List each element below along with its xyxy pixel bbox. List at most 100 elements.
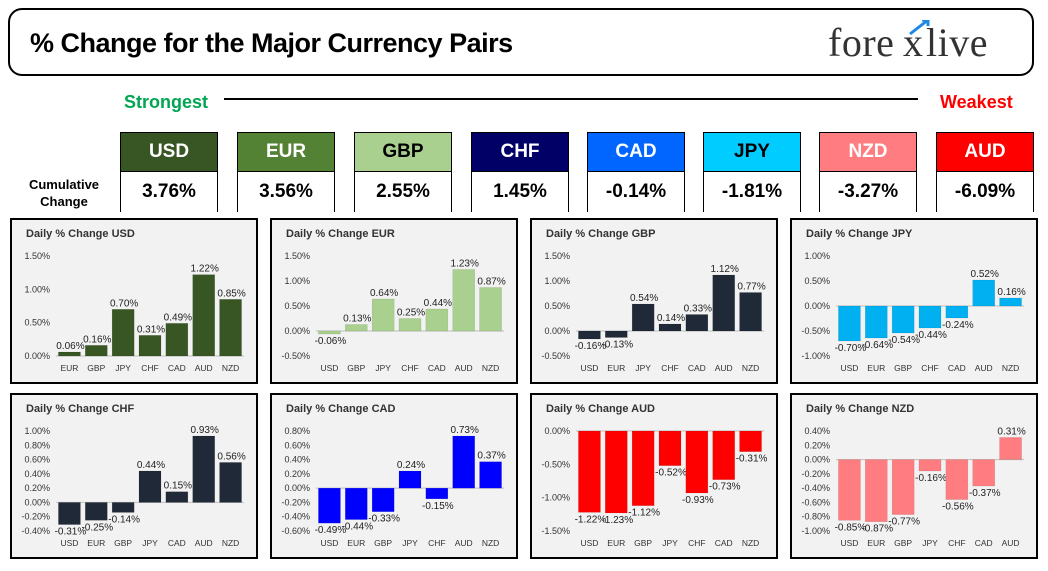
x-category-label: CAD — [428, 363, 446, 373]
y-tick-label: -1.00% — [801, 526, 830, 536]
data-label: 0.15% — [164, 481, 192, 492]
data-label: -1.23% — [601, 515, 633, 526]
data-label: -0.73% — [709, 482, 741, 493]
x-category-label: AUD — [975, 363, 993, 373]
y-tick-label: 0.20% — [284, 469, 310, 479]
header-banner: % Change for the Major Currency Pairs fo… — [8, 8, 1034, 76]
data-label: 0.49% — [164, 312, 192, 323]
bar — [865, 305, 888, 339]
data-label: -0.31% — [736, 454, 768, 465]
currency-code: AUD — [937, 133, 1033, 172]
data-label: -0.15% — [422, 501, 454, 512]
bar — [452, 435, 475, 489]
data-label: 0.85% — [217, 288, 245, 299]
bar — [192, 435, 215, 503]
bar — [578, 330, 601, 340]
bar — [999, 437, 1022, 460]
data-label: 0.06% — [56, 341, 84, 352]
svg-text:live: live — [926, 20, 988, 65]
y-tick-label: 0.20% — [24, 483, 50, 493]
data-label: 0.37% — [477, 451, 505, 462]
y-tick-label: 0.80% — [284, 426, 310, 436]
y-tick-label: 1.00% — [544, 276, 570, 286]
svg-text:x: x — [903, 20, 924, 65]
x-category-label: NZD — [482, 363, 499, 373]
y-tick-label: 0.50% — [24, 318, 50, 328]
bar — [631, 430, 655, 506]
data-label: 0.33% — [684, 304, 712, 315]
bar — [219, 462, 242, 503]
y-tick-label: 0.80% — [24, 440, 50, 450]
currency-code: EUR — [238, 133, 334, 172]
x-category-label: JPY — [115, 363, 131, 373]
bar — [918, 305, 942, 329]
chart-panel-1: Daily % Change EUR 1.50% 1.00% 0.50% 0.00% -0… — [270, 218, 518, 384]
chart-title: Daily % Change CAD — [286, 403, 395, 415]
bar — [865, 459, 888, 522]
y-tick-label: 1.50% — [24, 251, 50, 261]
data-label: -0.16% — [575, 341, 607, 352]
y-tick-label: 1.50% — [284, 251, 310, 261]
y-tick-label: -0.20% — [21, 512, 50, 522]
bar — [605, 430, 628, 514]
x-category-label: EUR — [607, 538, 625, 548]
y-tick-label: -0.60% — [801, 497, 830, 507]
y-tick-label: -0.50% — [281, 351, 310, 361]
chart-title: Daily % Change NZD — [806, 403, 914, 415]
x-category-label: GBP — [374, 538, 392, 548]
x-category-label: CAD — [168, 538, 186, 548]
x-category-label: GBP — [894, 363, 912, 373]
y-tick-label: -0.20% — [281, 497, 310, 507]
y-tick-label: -1.00% — [541, 493, 570, 503]
data-label: -0.13% — [601, 340, 633, 351]
x-category-label: JPY — [635, 363, 651, 373]
bar-chart: Daily % Change AUD 0.00% -0.50% -1.00% -1.50… — [541, 403, 768, 548]
bar — [838, 305, 861, 342]
cumulative-value: 1.45% — [472, 172, 568, 212]
y-tick-label: 1.00% — [24, 284, 50, 294]
data-label: -0.24% — [942, 320, 974, 331]
bar — [712, 430, 735, 480]
data-label: 0.24% — [397, 460, 425, 471]
chart-panel-4: Daily % Change CHF 1.00% 0.80% 0.60% 0.40% 0.… — [10, 393, 258, 559]
data-label: -0.37% — [969, 488, 1001, 499]
data-label: 1.12% — [711, 264, 739, 275]
bar — [371, 487, 395, 512]
bar — [685, 314, 709, 332]
y-tick-label: 0.00% — [24, 497, 50, 507]
x-category-label: JPY — [142, 538, 158, 548]
currency-code: USD — [121, 133, 217, 172]
chart-panel-0: Daily % Change USD 1.50% 1.00% 0.50% 0.00% 0.… — [10, 218, 258, 384]
bar — [398, 470, 422, 489]
bar-chart: Daily % Change GBP 1.50% 1.00% 0.50% 0.00% -0… — [541, 228, 765, 373]
data-label: -0.25% — [81, 522, 113, 533]
data-label: 0.52% — [971, 269, 999, 280]
y-tick-label: -0.40% — [801, 483, 830, 493]
x-category-label: CAD — [168, 363, 186, 373]
x-category-label: EUR — [87, 538, 105, 548]
x-category-label: AUD — [715, 363, 733, 373]
bar — [138, 335, 162, 357]
x-category-label: AUD — [455, 363, 473, 373]
bar — [479, 461, 502, 489]
bar-chart: Daily % Change NZD 0.40% 0.20% 0.00% -0.20% -… — [801, 403, 1025, 548]
bar — [578, 430, 601, 513]
y-tick-label: 0.00% — [284, 326, 310, 336]
currency-code: NZD — [820, 133, 916, 172]
bar — [219, 299, 242, 357]
data-label: 0.44% — [137, 460, 165, 471]
data-label: -0.06% — [315, 336, 347, 347]
chart-panel-3: Daily % Change JPY 1.00% 0.50% 0.00% -0.50% -… — [790, 218, 1038, 384]
y-tick-label: 1.00% — [284, 276, 310, 286]
cumulative-label-line2: Change — [40, 194, 88, 209]
strength-scale-line — [224, 98, 918, 100]
data-label: 0.54% — [630, 293, 658, 304]
cumulative-value: 3.56% — [238, 172, 334, 212]
currency-box-cad: CAD -0.14% — [587, 132, 685, 212]
y-tick-label: 0.00% — [804, 301, 830, 311]
chart-panel-5: Daily % Change CAD 0.80% 0.60% 0.40% 0.20% 0.… — [270, 393, 518, 559]
data-label: -1.22% — [575, 514, 607, 525]
data-label: 0.31% — [997, 426, 1025, 437]
x-category-label: USD — [320, 363, 338, 373]
bar — [318, 330, 341, 335]
